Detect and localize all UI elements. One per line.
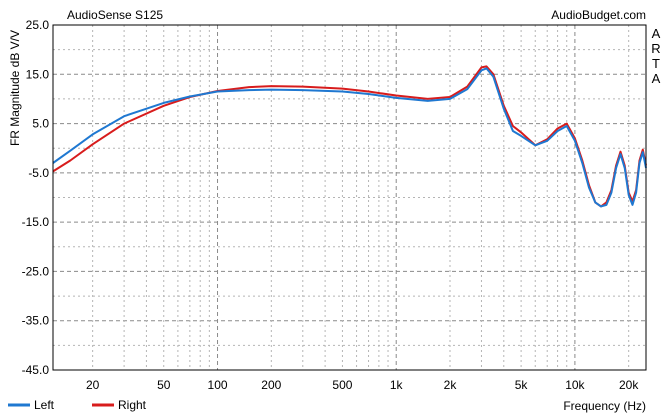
y-axis-label: FR Magnitude dB V/V [8, 30, 22, 146]
side-label-letter: T [652, 56, 660, 71]
y-tick-label: 5.0 [32, 117, 49, 131]
x-tick-label: 100 [208, 378, 228, 392]
legend: Left Right [8, 398, 147, 412]
y-tick-label: 15.0 [26, 67, 50, 81]
x-tick-label: 5k [515, 378, 529, 392]
x-tick-label: 2k [444, 378, 458, 392]
series-line-left [52, 67, 647, 208]
plot-frame [52, 24, 647, 371]
y-tick-label: -35.0 [22, 314, 50, 328]
x-tick-label: 1k [390, 378, 404, 392]
y-tick-label: 25.0 [26, 18, 50, 32]
y-tick-label: -5.0 [28, 166, 49, 180]
grid [53, 25, 646, 370]
series-lines [52, 65, 647, 208]
x-tick-label: 50 [157, 378, 171, 392]
y-tick-label: -15.0 [22, 215, 50, 229]
x-tick-label: 200 [261, 378, 281, 392]
legend-label-right: Right [118, 398, 147, 412]
series-line-right [52, 65, 647, 208]
side-label-letter: A [652, 26, 661, 41]
x-tick-label: 20k [619, 378, 639, 392]
y-tick-labels: 25.0 15.0 5.0 -5.0 -15.0 -25.0 -35.0 -45.0 [22, 18, 50, 377]
x-tick-label: 20 [86, 378, 100, 392]
side-label-letter: R [651, 41, 660, 56]
side-label-letter: A [652, 71, 661, 86]
x-tick-label: 10k [565, 378, 585, 392]
chart-source: AudioBudget.com [551, 8, 646, 22]
y-tick-label: -45.0 [22, 363, 50, 377]
x-tick-labels: 20 50 100 200 500 1k 2k 5k 10k 20k [86, 378, 639, 392]
legend-label-left: Left [34, 398, 55, 412]
chart-title: AudioSense S125 [67, 8, 163, 22]
y-tick-label: -25.0 [22, 264, 50, 278]
x-tick-label: 500 [332, 378, 352, 392]
x-axis-label: Frequency (Hz) [563, 399, 646, 413]
